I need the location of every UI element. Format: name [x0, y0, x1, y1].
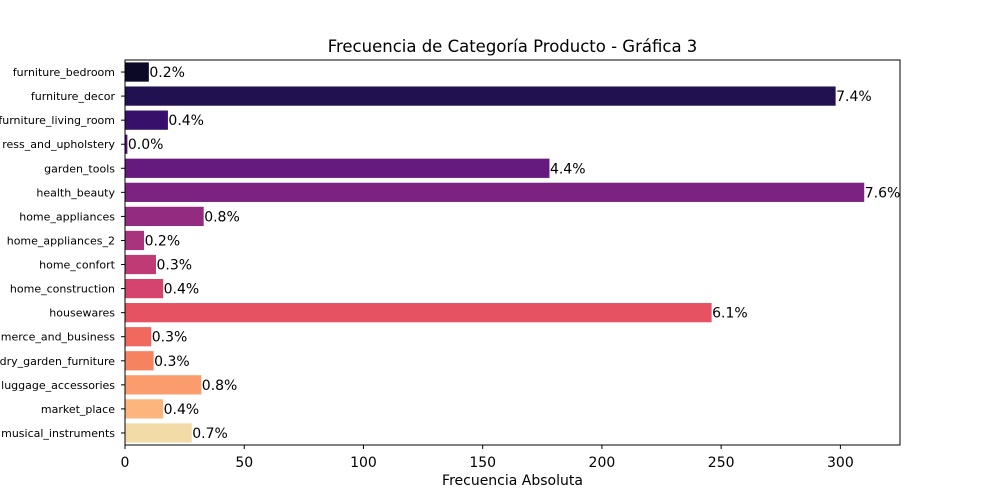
y-tick-label: musical_instruments — [1, 427, 115, 440]
data-label: 0.7% — [192, 426, 228, 442]
y-tick-label: garden_tools — [44, 162, 115, 175]
data-label: 0.4% — [164, 402, 200, 418]
bar-market-place — [125, 399, 164, 419]
data-label: 0.4% — [164, 282, 200, 298]
y-axis: furniture_bedroom furniture_decor furnitur… — [0, 66, 125, 440]
bar-furniture-living-room — [125, 110, 168, 130]
x-tick-label: 0 — [121, 455, 130, 471]
x-axis: 0 50 100 150 200 250 300 — [121, 445, 854, 471]
x-tick-label: 200 — [589, 455, 616, 471]
data-label: 0.3% — [154, 354, 190, 370]
y-tick-label: home_appliances — [19, 210, 115, 223]
y-tick-label: ress_and_upholstery — [2, 138, 115, 151]
plot-area-frame — [124, 59, 901, 446]
bar-furniture-bedroom — [125, 62, 149, 82]
data-label: 0.3% — [157, 258, 193, 274]
y-tick-label: home_construction — [10, 283, 115, 296]
y-tick-label: market_place — [41, 403, 115, 416]
bar-garden-tools — [125, 158, 550, 178]
bar-home-appliances — [125, 206, 204, 227]
data-label: 0.4% — [168, 113, 204, 129]
bar-home-appliances-2 — [125, 230, 145, 251]
y-tick-label: home_confort — [39, 259, 116, 272]
bar-home-confort — [125, 254, 156, 275]
y-tick-label: furniture_living_room — [0, 114, 115, 127]
bar-industry-commerce-and-business — [125, 327, 152, 347]
y-tick-label: merce_and_business — [1, 331, 115, 344]
y-tick-label: furniture_bedroom — [13, 66, 115, 79]
bar-la-cuisine-kitchen-dining-laundry-garden-furniture — [125, 351, 154, 371]
bar-furniture-mattress-and-upholstery — [125, 134, 128, 154]
x-tick-label: 250 — [708, 455, 735, 471]
bars-group — [125, 62, 865, 443]
y-tick-label: housewares — [49, 307, 115, 320]
data-label: 0.2% — [145, 233, 181, 249]
data-label: 7.4% — [836, 89, 872, 105]
chart-title: Frecuencia de Categoría Producto - Gráfi… — [328, 37, 698, 56]
x-tick-label: 50 — [235, 455, 253, 471]
y-tick-label: dry_garden_furniture — [0, 355, 115, 368]
x-tick-label: 150 — [469, 455, 496, 471]
y-tick-label: health_beauty — [36, 186, 115, 199]
data-label: 0.0% — [128, 137, 164, 153]
y-tick-label: home_appliances_2 — [7, 234, 115, 247]
data-label: 7.6% — [865, 185, 901, 201]
data-label: 4.4% — [550, 161, 586, 177]
x-tick-label: 100 — [350, 455, 377, 471]
data-label: 6.1% — [712, 306, 748, 322]
bar-health-beauty — [125, 182, 865, 202]
data-label: 0.2% — [149, 65, 185, 81]
data-label: 0.8% — [204, 209, 240, 225]
bar-luggage-accessories — [125, 375, 202, 395]
data-label: 0.3% — [152, 330, 188, 346]
y-tick-label: luggage_accessories — [1, 379, 115, 392]
y-tick-label: furniture_decor — [31, 90, 116, 103]
bar-home-construction — [125, 278, 164, 299]
bar-musical-instruments — [125, 423, 192, 443]
data-labels-group: 0.2%7.4%0.4%0.0%4.4%7.6%0.8%0.2%0.3%0.4%… — [128, 65, 900, 442]
bar-housewares — [125, 303, 712, 323]
bar-furniture-decor — [125, 86, 836, 106]
data-label: 0.8% — [202, 378, 238, 394]
x-tick-label: 300 — [827, 455, 854, 471]
x-axis-label: Frecuencia Absoluta — [442, 473, 583, 489]
